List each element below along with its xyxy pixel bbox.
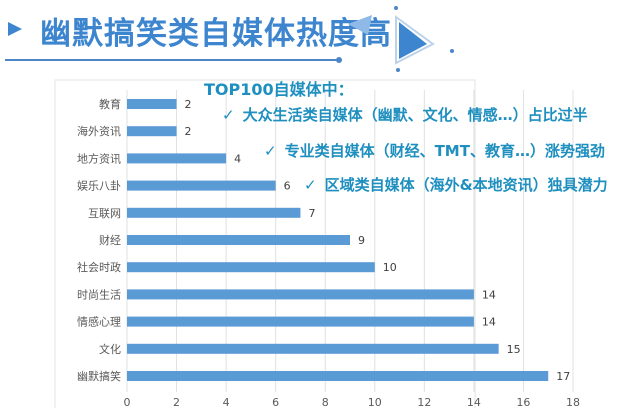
arrow-bullet-icon (8, 22, 22, 36)
decor-dot (396, 68, 400, 72)
category-label: 海外资讯 (77, 124, 121, 138)
data-label: 17 (556, 370, 570, 383)
category-label: 时尚生活 (77, 287, 121, 301)
x-tick-label: 8 (322, 396, 329, 408)
x-tick-label: 6 (272, 396, 279, 408)
bar (127, 180, 276, 191)
data-label: 4 (234, 152, 241, 165)
bar (127, 371, 549, 381)
x-tick-label: 2 (173, 396, 180, 408)
decor-triangle-small (348, 15, 372, 35)
check-icon: ✓ (264, 142, 277, 160)
category-label: 财经 (99, 233, 121, 247)
page-title: 幽默搞笑类自媒体热度高 (40, 16, 392, 52)
note-item: ✓ 区域类自媒体（海外&本地资讯）独具潜力 (304, 176, 608, 194)
category-label: 教育 (99, 97, 121, 111)
data-label: 10 (383, 261, 397, 274)
notes-heading: TOP100自媒体中： (204, 80, 354, 99)
note-item: ✓ 专业类自媒体（财经、TMT、教育…）涨势强劲 (264, 142, 605, 160)
bar (127, 99, 177, 109)
check-icon: ✓ (304, 176, 317, 194)
data-label: 14 (482, 288, 496, 301)
x-tick-label: 14 (467, 396, 481, 408)
category-label: 情感心理 (77, 316, 121, 329)
data-label: 15 (507, 343, 521, 356)
bar (127, 153, 227, 164)
x-tick-label: 10 (368, 396, 382, 408)
category-label: 互联网 (88, 207, 121, 220)
x-tick-label: 4 (223, 396, 230, 408)
bar (127, 289, 474, 300)
bar (127, 316, 474, 327)
decor-triangle (399, 22, 427, 59)
category-label: 文化 (99, 342, 121, 356)
x-tick-label: 0 (124, 396, 131, 408)
divider-dot (336, 57, 342, 63)
chart-frame (54, 79, 476, 408)
category-label: 社会时政 (77, 260, 121, 274)
data-label: 2 (185, 98, 192, 111)
x-tick-label: 16 (516, 396, 530, 408)
data-label: 6 (284, 180, 291, 193)
data-label: 9 (358, 234, 365, 247)
x-tick-label: 12 (417, 396, 431, 408)
data-label: 2 (185, 125, 192, 138)
category-label: 地方资讯 (77, 151, 121, 165)
category-label: 幽默搞笑 (77, 369, 121, 383)
bar (127, 343, 499, 354)
bar (127, 126, 177, 137)
category-label: 娱乐八卦 (77, 179, 121, 193)
check-icon: ✓ (222, 106, 235, 124)
data-label: 7 (308, 207, 315, 220)
bar (127, 207, 301, 218)
bar (127, 235, 350, 245)
data-label: 14 (482, 316, 496, 329)
x-tick-label: 18 (566, 396, 580, 408)
note-item: ✓ 大众生活类自媒体（幽默、文化、情感…）占比过半 (222, 106, 588, 124)
title-divider (5, 59, 340, 61)
bar (127, 262, 375, 273)
decor-dot (394, 6, 398, 10)
decor-dot (450, 49, 454, 53)
